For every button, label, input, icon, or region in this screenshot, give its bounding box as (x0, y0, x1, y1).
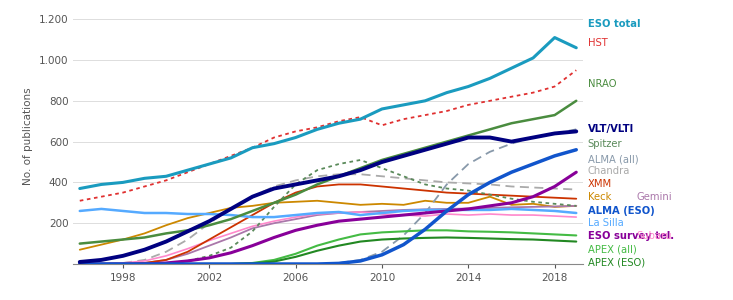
Text: ALMA (all): ALMA (all) (588, 154, 638, 164)
Text: APEX (ESO): APEX (ESO) (588, 257, 645, 268)
Text: APEX (all): APEX (all) (588, 244, 637, 255)
Y-axis label: No. of publications: No. of publications (23, 88, 33, 185)
Text: Gemini: Gemini (636, 191, 672, 202)
Text: ALMA (ESO): ALMA (ESO) (588, 206, 655, 216)
Text: ESO survey tel.: ESO survey tel. (588, 231, 674, 241)
Text: XMM: XMM (588, 178, 612, 189)
Text: Spitzer: Spitzer (588, 139, 622, 149)
Text: NRAO: NRAO (588, 79, 616, 89)
Text: Subaru: Subaru (636, 231, 671, 241)
Text: VLT/VLTI: VLT/VLTI (588, 124, 634, 134)
Text: Chandra: Chandra (588, 166, 630, 176)
Text: Keck: Keck (588, 191, 611, 202)
Text: ESO total: ESO total (588, 19, 641, 29)
Text: La Silla: La Silla (588, 218, 624, 228)
Text: HST: HST (588, 38, 608, 49)
